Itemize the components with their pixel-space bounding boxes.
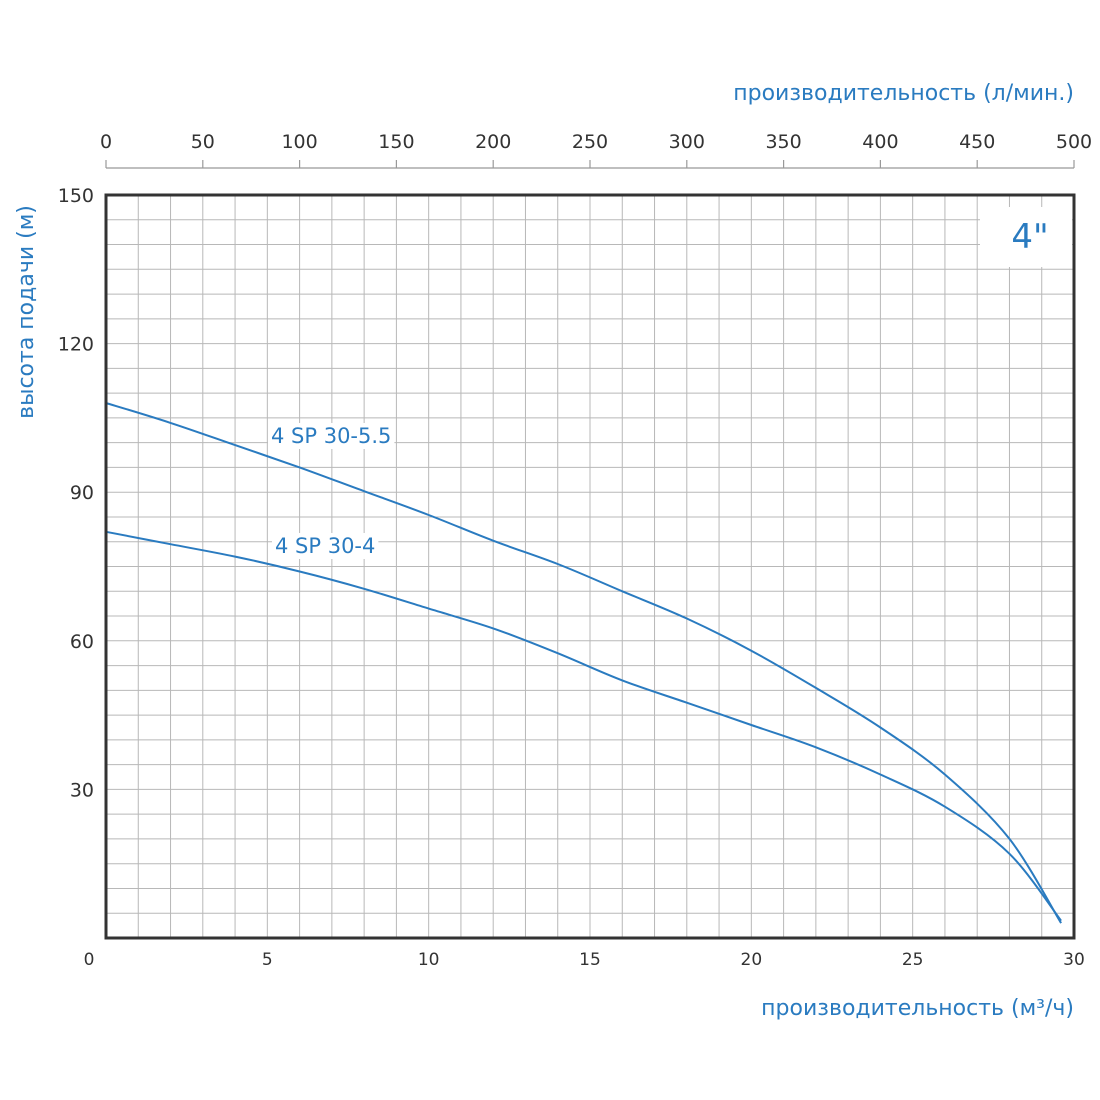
x-tick-label: 0 xyxy=(84,950,95,970)
plot-frame xyxy=(104,193,1076,940)
x-tick-label: 10 xyxy=(418,950,440,970)
y-tick-label: 90 xyxy=(70,482,94,504)
top-axis-tick-label: 450 xyxy=(959,131,995,153)
bottom-axis-title: производительность (м³/ч) xyxy=(761,996,1074,1021)
series-label: 4 SP 30-5.5 xyxy=(271,424,391,448)
top-axis-tick-label: 0 xyxy=(100,131,112,153)
top-axis: 0 50 100 150 200 250 300 350 400 450 500 xyxy=(100,131,1092,169)
left-axis-title: высота подачи (м) xyxy=(14,205,39,419)
x-tick-label: 30 xyxy=(1063,950,1085,970)
badge-box xyxy=(980,207,1072,267)
top-axis-tick-label: 250 xyxy=(572,131,608,153)
top-axis-tick-label: 150 xyxy=(378,131,414,153)
bottom-axis-ticks: 0 5 10 15 20 25 30 xyxy=(84,950,1085,970)
plot-series: 4 SP 30-5.5 4 SP 30-4 xyxy=(105,402,1062,924)
y-tick-label: 60 xyxy=(70,631,94,653)
plot-border xyxy=(104,193,1076,940)
top-axis-title: производительность (л/мин.) xyxy=(733,81,1074,106)
series-line xyxy=(105,402,1062,924)
series-label-background xyxy=(268,423,395,449)
left-axis-ticks: 30 60 90 120 150 xyxy=(58,185,94,801)
series-label-background xyxy=(272,533,379,559)
y-tick-label: 30 xyxy=(70,779,94,801)
badge: 4" xyxy=(980,207,1072,267)
top-axis-tick-label: 300 xyxy=(669,131,705,153)
x-tick-label: 20 xyxy=(741,950,763,970)
top-axis-tick-label: 200 xyxy=(475,131,511,153)
top-axis-tick-label: 100 xyxy=(281,131,317,153)
series-line xyxy=(105,530,1062,922)
grid xyxy=(106,195,1074,938)
y-tick-label: 120 xyxy=(58,334,94,356)
top-axis-tick-label: 350 xyxy=(765,131,801,153)
top-axis-tick-label: 50 xyxy=(191,131,215,153)
x-tick-label: 5 xyxy=(262,950,273,970)
series-label: 4 SP 30-4 xyxy=(275,534,375,558)
badge-label: 4" xyxy=(1011,217,1048,257)
x-tick-label: 15 xyxy=(579,950,601,970)
y-tick-label: 150 xyxy=(58,185,94,207)
top-axis-tick-label: 400 xyxy=(862,131,898,153)
top-axis-tick-label: 500 xyxy=(1056,131,1092,153)
x-tick-label: 25 xyxy=(902,950,924,970)
